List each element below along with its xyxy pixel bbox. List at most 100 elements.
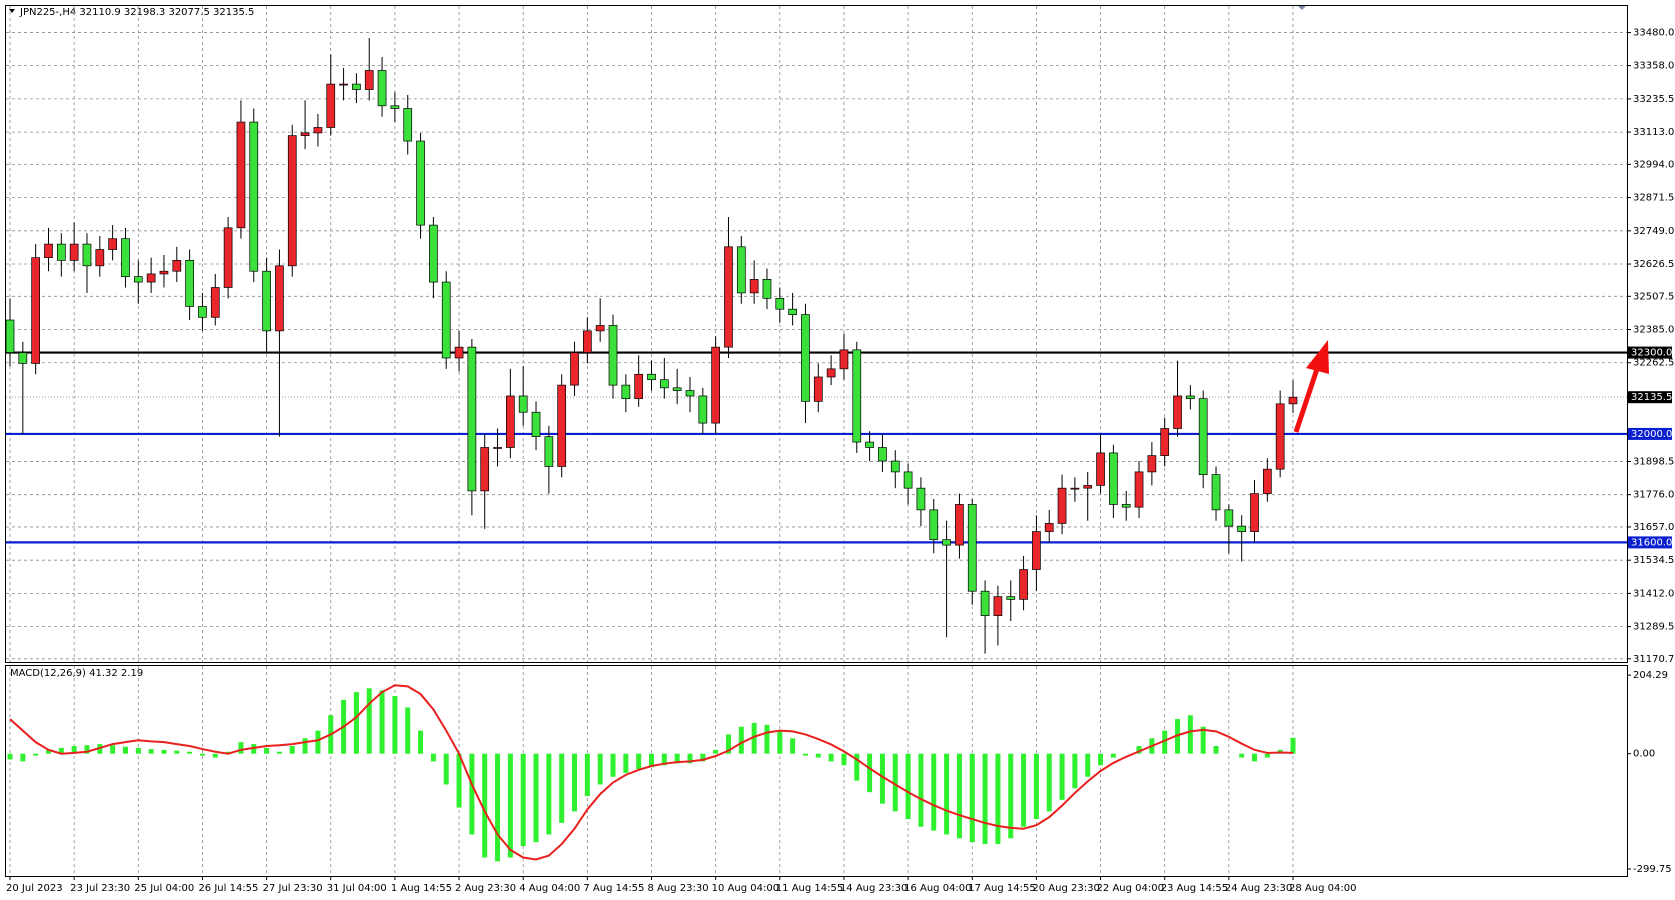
candle-body [454,346,464,359]
x-tick-label: 7 Aug 14:55 [583,883,644,894]
macd-bar [854,753,860,781]
candle-body [942,539,951,546]
macd-bar [1264,753,1270,758]
candle-body [929,509,939,541]
x-tick-label: 4 Aug 04:00 [519,883,580,894]
x-tick-label: 23 Jul 23:30 [70,883,130,894]
macd-bar [777,730,783,754]
x-tick-label: 24 Aug 23:30 [1225,883,1292,894]
macd-bar [1059,753,1065,800]
arrow-shaft [1293,365,1321,433]
candle-body [249,121,259,272]
macd-bar [661,753,667,766]
macd-bar [905,753,911,820]
macd-bar [520,753,526,846]
candle-body [339,83,348,86]
macd-bar [430,753,436,762]
candle-body [518,395,528,413]
candle-body [198,306,207,318]
macd-bar [379,690,385,754]
candle-body [313,127,323,134]
y-tick-label: -299.75 [1633,864,1672,875]
x-tick-label: 31 Jul 04:00 [327,883,387,894]
candle-body [621,384,631,400]
candle-body [236,121,246,229]
macd-bar [366,688,372,754]
candle-body [326,83,336,128]
candle-body [5,319,15,353]
macd-panel-frame [5,665,1628,877]
candle-body [1275,403,1285,470]
candle-body [390,105,400,109]
candle-body [185,260,194,307]
candle-body [813,376,823,402]
macd-bar [392,696,398,754]
y-tick-label: 33480.0 [1633,28,1674,39]
macd-bar [418,730,424,754]
macd-bar [199,753,205,756]
macd-bar [7,753,13,760]
candle-body [570,352,579,386]
x-tick-label: 28 Aug 04:00 [1289,883,1356,894]
candle-body [1173,395,1182,429]
candle-body [980,590,990,616]
price-panel-frame [5,5,1628,663]
current-price-label: 32135.5 [1631,392,1672,403]
macd-bar [443,753,449,785]
candle-body [1019,569,1028,600]
y-tick-label: 33113.0 [1633,127,1674,138]
macd-bar [1136,746,1142,754]
macd-bar [1098,753,1104,766]
candle-body [223,227,233,288]
macd-bar [700,753,706,762]
macd-bar [289,746,295,754]
macd-bar [1252,753,1258,762]
x-tick-label: 16 Aug 04:00 [904,883,971,894]
macd-bar [1162,730,1168,754]
macd-bar [110,745,116,754]
y-tick-label: 32626.5 [1633,259,1674,270]
macd-bar [302,738,308,754]
y-tick-label: 0.00 [1633,749,1655,760]
candle-body [557,384,567,467]
y-tick-label: 31412.0 [1633,588,1674,599]
y-tick-label: 31657.0 [1633,522,1674,533]
candle-body [685,390,695,397]
macd-bar [1072,753,1078,789]
candle-body [1006,596,1016,600]
macd-bar [790,738,796,754]
candle-body [839,349,849,370]
macd-bar [135,747,141,754]
y-tick-label: 32262.5 [1633,358,1674,369]
level-label-box [1628,536,1672,549]
candle-body [801,314,810,402]
macd-bar [867,753,873,793]
y-tick-label: 33358.0 [1633,61,1674,72]
macd-bar [1008,753,1014,839]
y-tick-label: 32994.0 [1633,159,1674,170]
candle-body [1109,452,1118,505]
macd-bar [713,749,719,754]
candle-body [56,243,66,261]
macd-bar [1290,737,1296,754]
macd-bar [751,722,757,754]
candle-body [1134,471,1144,508]
macd-bar [764,724,770,754]
candle-body [1262,468,1272,494]
macd-bar [725,734,731,754]
macd-bar [982,753,988,845]
x-tick-label: 25 Jul 04:00 [134,883,194,894]
candle-body [762,279,772,299]
macd-bar [918,753,924,827]
candle-body [608,325,618,386]
candle-body [711,346,721,424]
x-tick-label: 14 Aug 23:30 [840,883,907,894]
macd-bar [572,753,578,812]
candle-body [672,387,682,391]
macd-bar [495,753,501,862]
macd-bar [212,753,218,758]
macd-bar [58,747,64,754]
candle-body [826,368,836,378]
candle-body [121,238,130,277]
candle-body [916,487,926,511]
